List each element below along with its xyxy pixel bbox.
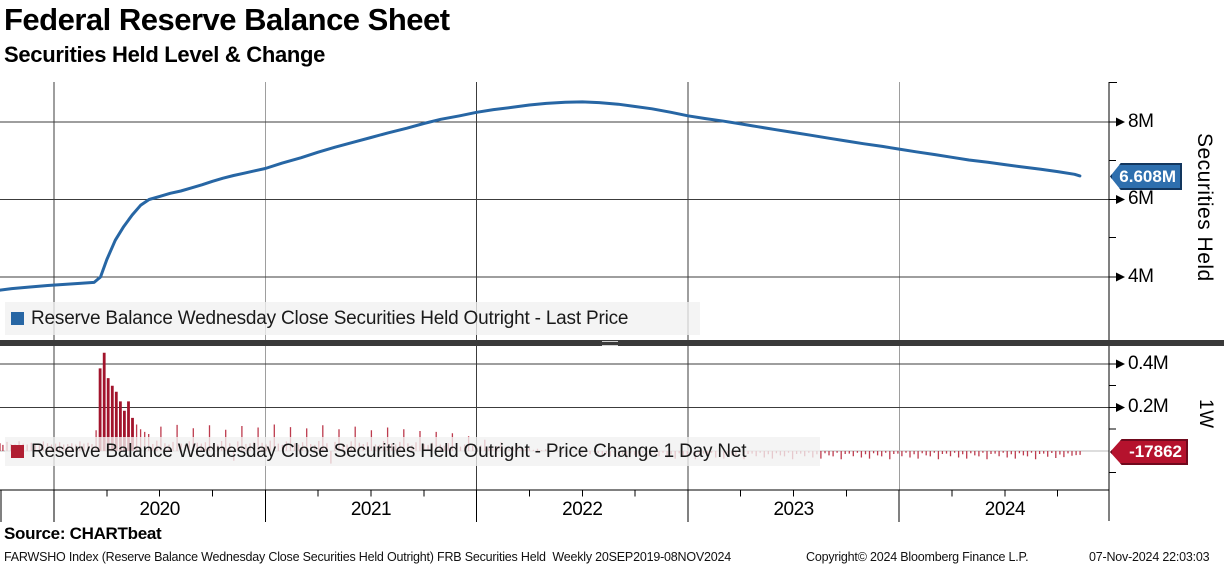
legend-swatch-red-icon: [11, 445, 24, 458]
panel-divider[interactable]: [0, 340, 1224, 346]
axes-frame: [0, 81, 1117, 521]
y-axis-title-1w: 1W: [1195, 399, 1216, 429]
securities-held-line: [0, 100, 1082, 292]
divider-grip-icon[interactable]: [602, 341, 618, 346]
ytick-6m: 6M: [1128, 188, 1154, 209]
x-axis-quarter-ticks: [106, 490, 1059, 497]
badge-change-text: -17862: [1129, 442, 1182, 461]
legend-swatch-blue-icon: [11, 312, 24, 325]
year-label-2021: 2021: [350, 499, 392, 520]
legend-label: Reserve Balance Wednesday Close Securiti…: [31, 440, 747, 462]
legend-securities-held[interactable]: Reserve Balance Wednesday Close Securiti…: [5, 302, 700, 335]
ticker-description: FARWSHO Index (Reserve Balance Wednesday…: [4, 550, 732, 564]
right-axis-tick-arrows-bottom: [1116, 359, 1125, 412]
ytick-4m: 4M: [1128, 266, 1154, 287]
right-axis-ticks-top: [1109, 121, 1117, 278]
legend-price-change[interactable]: Reserve Balance Wednesday Close Securiti…: [5, 437, 820, 466]
x-axis-year-dividers: [0, 490, 900, 522]
right-axis-tick-arrows-top: [1116, 117, 1125, 282]
page-title: Federal Reserve Balance Sheet: [4, 2, 450, 37]
legend-label: Reserve Balance Wednesday Close Securiti…: [31, 307, 629, 329]
render-timestamp: 07-Nov-2024 22:03:03: [1089, 550, 1210, 564]
copyright-notice: Copyright© 2024 Bloomberg Finance L.P.: [806, 550, 1029, 564]
year-label-2023: 2023: [773, 499, 814, 520]
last-value-badge-level: 6.608M: [1110, 163, 1182, 190]
ytick-04m: 0.4M: [1128, 353, 1169, 374]
year-label-2022: 2022: [562, 499, 603, 520]
page-subtitle: Securities Held Level & Change: [4, 42, 326, 67]
year-label-2024: 2024: [984, 499, 1026, 520]
gridlines: [0, 82, 1109, 490]
ytick-02m: 0.2M: [1128, 396, 1169, 417]
y-axis-title-securities-held: Securities Held: [1193, 133, 1216, 282]
badge-level-text: 6.608M: [1119, 166, 1176, 186]
last-value-badge-change: -17862: [1110, 439, 1188, 465]
right-axis-ticks-bottom: [1109, 363, 1117, 474]
ytick-8m: 8M: [1128, 111, 1154, 132]
change-bars-large: [98, 352, 134, 451]
year-label-2020: 2020: [139, 499, 181, 520]
source-attribution: Source: CHARTbeat: [4, 524, 162, 543]
